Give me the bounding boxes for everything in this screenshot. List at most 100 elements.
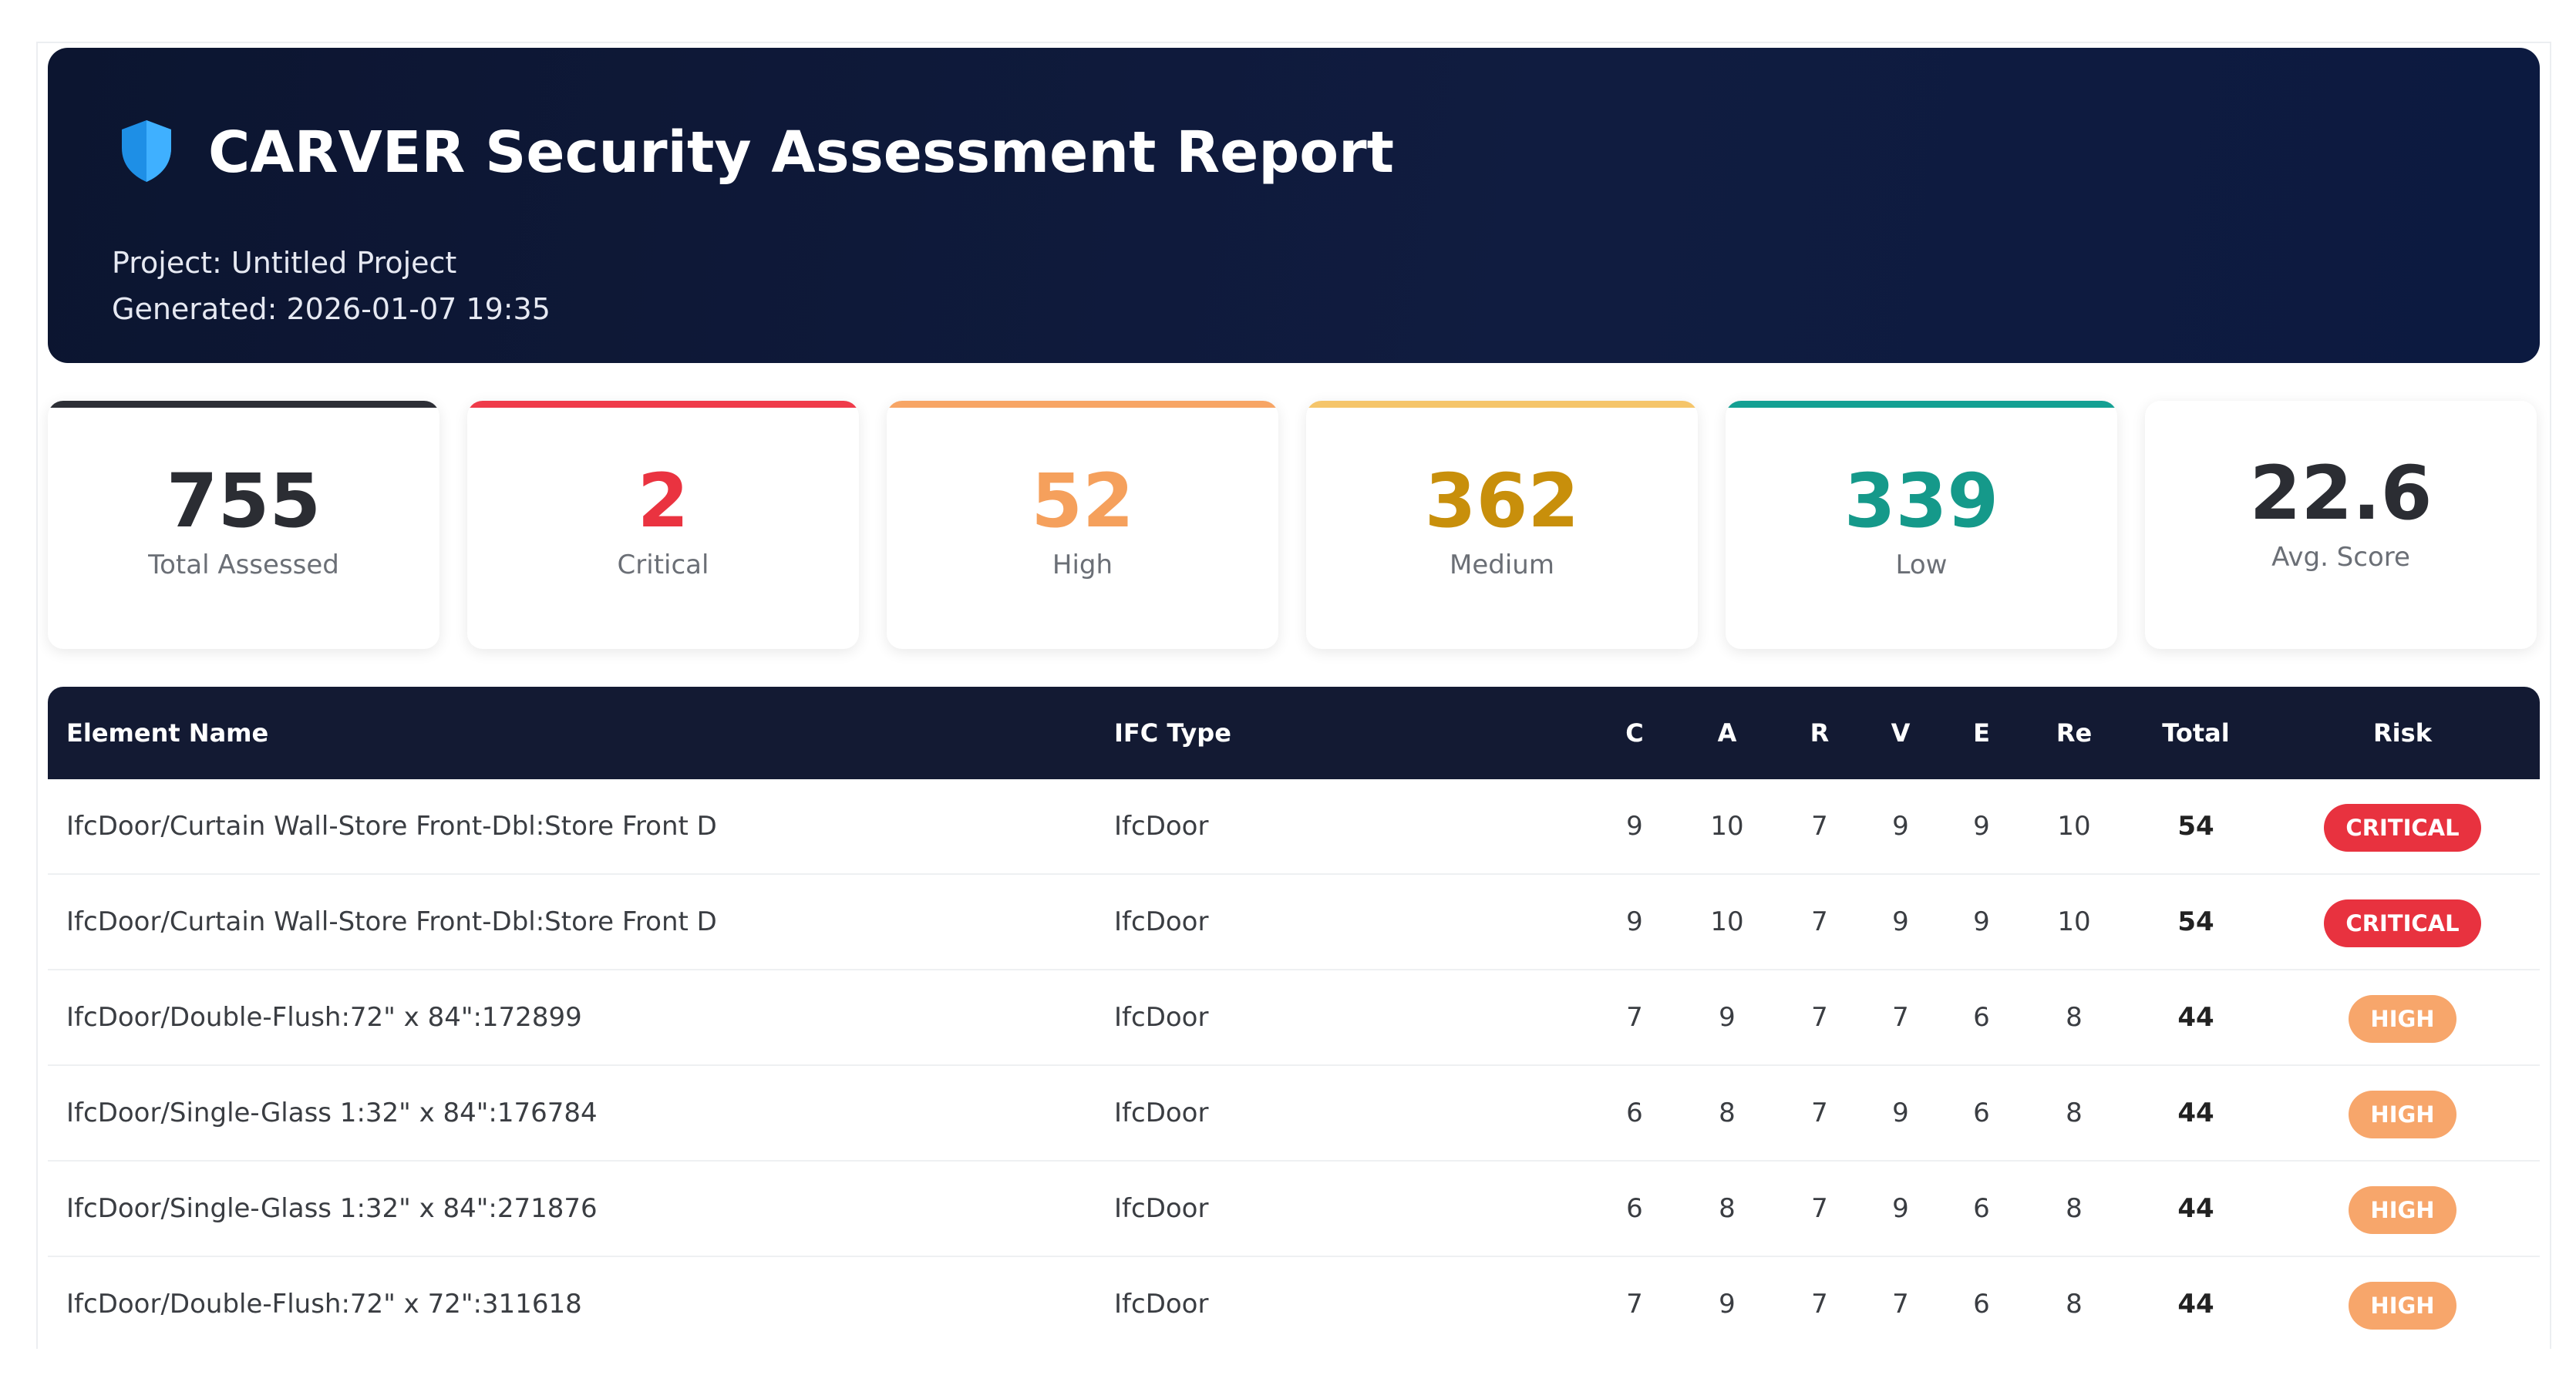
score: 9 — [1892, 906, 1909, 937]
score: 10 — [1710, 811, 1744, 842]
total-score: 44 — [2177, 1193, 2214, 1224]
score: 7 — [1892, 1002, 1909, 1033]
score: 6 — [1973, 1098, 1990, 1128]
score: 9 — [1892, 1098, 1909, 1128]
risk-cell: CRITICAL — [2287, 779, 2518, 873]
score: 7 — [1811, 1098, 1828, 1128]
risk-badge: CRITICAL — [2324, 899, 2481, 947]
stat-card: 52 High — [887, 401, 1278, 649]
stat-value: 755 — [166, 458, 322, 544]
total-score: 54 — [2177, 811, 2214, 842]
element-name: IfcDoor/Curtain Wall-Store Front-Dbl:Sto… — [66, 811, 717, 842]
stat-value: 52 — [1031, 458, 1134, 544]
column-header: Risk — [2373, 718, 2432, 748]
score: 7 — [1626, 1289, 1643, 1320]
element-name: IfcDoor/Single-Glass 1:32" x 84":176784 — [66, 1098, 598, 1128]
score: 8 — [1719, 1098, 1736, 1128]
card-accent — [48, 401, 439, 408]
score: 10 — [1710, 906, 1744, 937]
stat-card: 2 Critical — [467, 401, 859, 649]
score: 6 — [1973, 1289, 1990, 1320]
results-table: Element Name IFC Type C A R V E Re Total Risk IfcD… — [48, 687, 2540, 1349]
table-header: Element Name IFC Type C A R V E Re Total Risk — [48, 687, 2540, 779]
column-header: Element Name — [66, 718, 269, 748]
stat-card: 362 Medium — [1306, 401, 1698, 649]
ifc-type: IfcDoor — [1114, 1289, 1209, 1320]
card-accent — [887, 401, 1278, 408]
table-row: IfcDoor/Double-Flush:72" x 84":172899 Ifc… — [48, 970, 2540, 1066]
column-header: V — [1891, 718, 1911, 748]
column-header: R — [1810, 718, 1830, 748]
score: 8 — [2066, 1289, 2083, 1320]
report-title: CARVER Security Assessment Report — [208, 119, 1394, 186]
score: 7 — [1811, 1002, 1828, 1033]
element-name: IfcDoor/Double-Flush:72" x 72":311618 — [66, 1289, 582, 1320]
score: 7 — [1811, 906, 1828, 937]
stat-value: 2 — [637, 458, 689, 544]
total-score: 44 — [2177, 1098, 2214, 1128]
stat-value: 339 — [1844, 458, 1999, 544]
element-name: IfcDoor/Curtain Wall-Store Front-Dbl:Sto… — [66, 906, 717, 937]
score: 8 — [2066, 1098, 2083, 1128]
stat-label: High — [1052, 550, 1113, 580]
risk-badge: HIGH — [2349, 1281, 2456, 1330]
score: 9 — [1892, 811, 1909, 842]
risk-cell: HIGH — [2287, 1257, 2518, 1349]
table-row: IfcDoor/Double-Flush:72" x 72":311618 Ifc… — [48, 1257, 2540, 1349]
risk-cell: HIGH — [2287, 1162, 2518, 1256]
score: 7 — [1892, 1289, 1909, 1320]
score: 6 — [1626, 1193, 1643, 1224]
ifc-type: IfcDoor — [1114, 1193, 1209, 1224]
score: 9 — [1719, 1289, 1736, 1320]
total-score: 44 — [2177, 1289, 2214, 1320]
score: 9 — [1973, 811, 1990, 842]
card-accent — [1306, 401, 1698, 408]
generated-date: Generated: 2026-01-07 19:35 — [112, 292, 551, 326]
risk-cell: HIGH — [2287, 970, 2518, 1064]
score: 6 — [1973, 1193, 1990, 1224]
column-header: E — [1973, 718, 1990, 748]
score: 9 — [1626, 811, 1643, 842]
total-score: 44 — [2177, 1002, 2214, 1033]
risk-badge: HIGH — [2349, 1090, 2456, 1138]
risk-cell: HIGH — [2287, 1066, 2518, 1160]
shield-icon — [122, 120, 171, 182]
stat-value: 22.6 — [2249, 450, 2433, 536]
stat-card: 339 Low — [1726, 401, 2117, 649]
table-row: IfcDoor/Single-Glass 1:32" x 84":176784 I… — [48, 1066, 2540, 1162]
stat-label: Avg. Score — [2271, 542, 2410, 573]
total-score: 54 — [2177, 906, 2214, 937]
card-accent — [1726, 401, 2117, 408]
stat-label: Low — [1895, 550, 1948, 580]
table-row: IfcDoor/Single-Glass 1:32" x 84":271876 I… — [48, 1162, 2540, 1257]
score: 8 — [2066, 1002, 2083, 1033]
score: 7 — [1626, 1002, 1643, 1033]
card-accent — [467, 401, 859, 408]
risk-badge: CRITICAL — [2324, 803, 2481, 852]
score: 7 — [1811, 811, 1828, 842]
score: 9 — [1892, 1193, 1909, 1224]
stat-card: 755 Total Assessed — [48, 401, 439, 649]
score: 10 — [2057, 906, 2091, 937]
table-row: IfcDoor/Curtain Wall-Store Front-Dbl:Sto… — [48, 875, 2540, 970]
table-row: IfcDoor/Curtain Wall-Store Front-Dbl:Sto… — [48, 779, 2540, 875]
score: 9 — [1626, 906, 1643, 937]
score: 9 — [1973, 906, 1990, 937]
score: 8 — [1719, 1193, 1736, 1224]
column-header: Re — [2056, 718, 2093, 748]
stat-label: Medium — [1450, 550, 1554, 580]
score: 6 — [1973, 1002, 1990, 1033]
stat-label: Total Assessed — [148, 550, 339, 580]
score: 8 — [2066, 1193, 2083, 1224]
report-header: CARVER Security Assessment Report Projec… — [48, 48, 2540, 363]
stat-label: Critical — [617, 550, 709, 580]
element-name: IfcDoor/Double-Flush:72" x 84":172899 — [66, 1002, 582, 1033]
risk-badge: HIGH — [2349, 994, 2456, 1043]
score: 6 — [1626, 1098, 1643, 1128]
column-header: Total — [2162, 718, 2230, 748]
project-name: Project: Untitled Project — [112, 246, 457, 280]
score: 9 — [1719, 1002, 1736, 1033]
column-header: C — [1625, 718, 1644, 748]
risk-badge: HIGH — [2349, 1185, 2456, 1234]
score: 7 — [1811, 1193, 1828, 1224]
